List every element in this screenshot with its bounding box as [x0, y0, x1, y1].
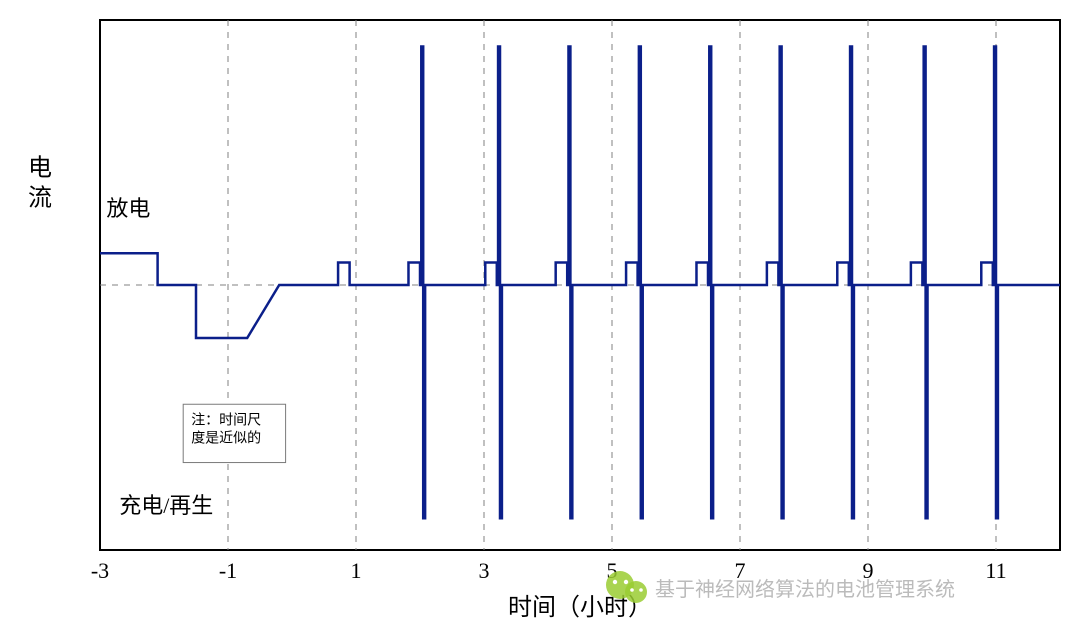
charge-label: 充电/再生 — [119, 493, 213, 518]
chart-svg: -3-11357911时间（小时）电流放电充电/再生注：时间尺度是近似的基于神经… — [0, 0, 1080, 642]
watermark-text: 基于神经网络算法的电池管理系统 — [655, 578, 955, 601]
y-axis-label: 电 — [28, 155, 52, 182]
x-tick-label: 1 — [351, 558, 362, 583]
discharge-label: 放电 — [106, 196, 150, 221]
y-axis-label: 流 — [28, 185, 52, 212]
note-line1: 注：时间尺 — [191, 412, 261, 428]
x-tick-label: -1 — [219, 558, 237, 583]
x-tick-label: 11 — [985, 558, 1006, 583]
x-tick-label: 3 — [479, 558, 490, 583]
chart-figure: -3-11357911时间（小时）电流放电充电/再生注：时间尺度是近似的基于神经… — [0, 0, 1080, 642]
note-line2: 度是近似的 — [191, 430, 261, 446]
chart-bg — [0, 0, 1080, 642]
x-tick-label: -3 — [91, 558, 109, 583]
